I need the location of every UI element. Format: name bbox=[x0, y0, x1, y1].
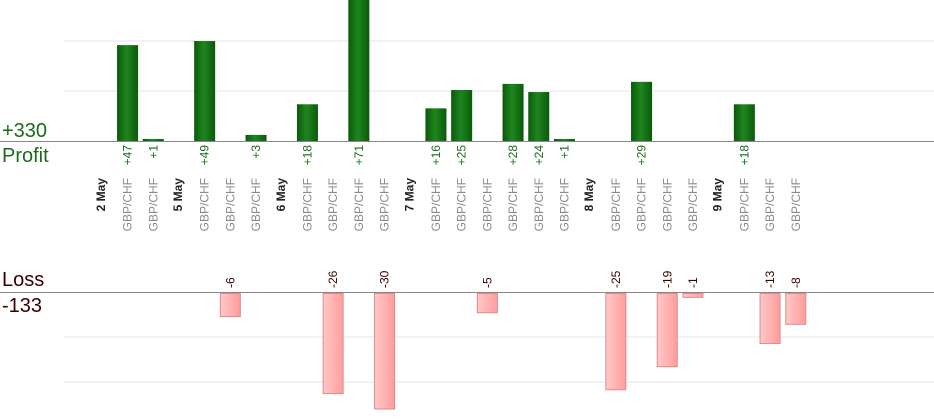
profit-value-label: +29 bbox=[635, 145, 649, 166]
profit-value-label: +1 bbox=[557, 145, 571, 159]
pair-label: GBP/CHF bbox=[146, 178, 160, 231]
profit-label: Profit bbox=[2, 145, 49, 167]
profit-value-label: +28 bbox=[506, 145, 520, 166]
loss-value-label: -19 bbox=[660, 270, 674, 288]
pair-label: GBP/CHF bbox=[609, 178, 623, 231]
profit-value-label: +18 bbox=[300, 145, 314, 166]
profit-value-label: +3 bbox=[249, 145, 263, 159]
loss-value-label: -1 bbox=[686, 277, 700, 288]
loss-bar bbox=[476, 293, 498, 314]
category-labels: 2 May GBP/CHF GBP/CHF 5 May GBP/CHF GBP/CHF GB… bbox=[94, 178, 803, 232]
pair-label: GBP/CHF bbox=[532, 178, 546, 231]
pair-label: GBP/CHF bbox=[326, 178, 340, 231]
day-label: 6 May bbox=[274, 178, 288, 212]
loss-value-label: -6 bbox=[223, 277, 237, 288]
loss-value-label: -26 bbox=[326, 270, 340, 288]
pair-label: GBP/CHF bbox=[249, 178, 263, 231]
pair-label: GBP/CHF bbox=[378, 178, 392, 231]
pair-label: GBP/CHF bbox=[352, 178, 366, 231]
loss-bar bbox=[785, 293, 807, 325]
profit-bar bbox=[733, 104, 755, 141]
profit-bar bbox=[553, 138, 575, 141]
pair-label: GBP/CHF bbox=[480, 178, 494, 231]
profit-bar bbox=[194, 41, 216, 141]
profit-bar bbox=[631, 81, 653, 141]
profit-value-label: +16 bbox=[429, 145, 443, 166]
loss-bar bbox=[374, 293, 396, 410]
profit-bar bbox=[348, 0, 370, 141]
loss-value-label: -25 bbox=[609, 270, 623, 288]
profit-total: +330 bbox=[2, 120, 48, 142]
loss-bar bbox=[759, 293, 781, 345]
profit-bar bbox=[451, 90, 473, 141]
loss-value-label: -30 bbox=[378, 270, 392, 288]
day-label: 7 May bbox=[402, 178, 416, 212]
pair-label: GBP/CHF bbox=[300, 178, 314, 231]
bars bbox=[117, 0, 807, 410]
loss-bar bbox=[322, 293, 344, 395]
profit-value-label: +49 bbox=[198, 145, 212, 166]
profit-bar bbox=[142, 138, 164, 141]
profit-bar bbox=[528, 92, 550, 141]
profit-value-label: +71 bbox=[352, 145, 366, 166]
profit-bar bbox=[245, 134, 267, 141]
pair-label: GBP/CHF bbox=[198, 178, 212, 231]
value-labels: +47 +1 +49 -6 +3 +18 -26 +71 -30 +16 +25 -5 +28 +24 +1… bbox=[121, 145, 803, 288]
pair-label: GBP/CHF bbox=[557, 178, 571, 231]
profit-value-label: +18 bbox=[737, 145, 751, 166]
pair-label: GBP/CHF bbox=[429, 178, 443, 231]
pair-label: GBP/CHF bbox=[635, 178, 649, 231]
pair-label: GBP/CHF bbox=[789, 178, 803, 231]
axes bbox=[0, 141, 934, 293]
loss-value-label: -5 bbox=[480, 277, 494, 288]
profit-value-label: +24 bbox=[532, 145, 546, 166]
pair-label: GBP/CHF bbox=[506, 178, 520, 231]
loss-value-label: -13 bbox=[763, 270, 777, 288]
pair-label: GBP/CHF bbox=[121, 178, 135, 231]
profit-value-label: +25 bbox=[455, 145, 469, 166]
profit-bar bbox=[502, 83, 524, 141]
day-label: 2 May bbox=[94, 178, 108, 212]
pair-label: GBP/CHF bbox=[737, 178, 751, 231]
profit-value-label: +47 bbox=[121, 145, 135, 166]
pair-label: GBP/CHF bbox=[686, 178, 700, 231]
loss-bar bbox=[219, 293, 241, 318]
day-label: 8 May bbox=[582, 178, 596, 212]
pair-label: GBP/CHF bbox=[763, 178, 777, 231]
loss-label: Loss bbox=[2, 269, 45, 291]
profit-bar bbox=[425, 108, 447, 141]
loss-bar bbox=[656, 293, 678, 368]
pair-label: GBP/CHF bbox=[223, 178, 237, 231]
loss-bar bbox=[682, 293, 704, 298]
loss-bar bbox=[605, 293, 627, 391]
pair-label: GBP/CHF bbox=[660, 178, 674, 231]
loss-value-label: -8 bbox=[789, 277, 803, 288]
profit-bar bbox=[296, 104, 318, 141]
loss-total: -133 bbox=[2, 295, 43, 317]
pair-label: GBP/CHF bbox=[455, 178, 469, 231]
day-label: 5 May bbox=[171, 178, 185, 212]
day-label: 9 May bbox=[711, 178, 725, 212]
profit-value-label: +1 bbox=[146, 145, 160, 159]
profit-bar bbox=[117, 45, 139, 142]
